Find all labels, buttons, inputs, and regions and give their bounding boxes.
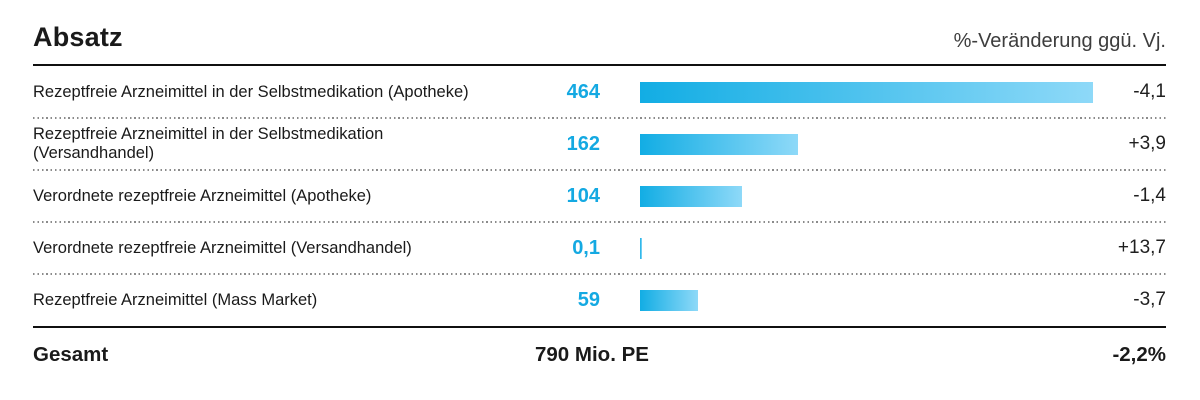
row-change-percent: -4,1	[1133, 81, 1166, 102]
table-row: Rezeptfreie Arzneimittel in der Selbstme…	[33, 118, 1166, 171]
bar-rows: Rezeptfreie Arzneimittel in der Selbstme…	[33, 66, 1166, 328]
row-bar-cell	[640, 185, 1100, 207]
row-value: 464	[566, 80, 600, 103]
row-value: 0,1	[572, 236, 600, 259]
row-value: 162	[566, 132, 600, 155]
row-bar	[640, 237, 642, 259]
row-bar	[640, 133, 799, 155]
row-value: 104	[566, 184, 600, 207]
row-bar	[640, 81, 1093, 103]
right-axis-caption: %-Veränderung ggü. Vj.	[953, 30, 1166, 52]
table-row: Rezeptfreie Arzneimittel (Mass Market) 5…	[33, 274, 1166, 326]
row-change-percent: +13,7	[1117, 237, 1166, 258]
total-change-percent: -2,2%	[1112, 343, 1166, 366]
total-value: 790 Mio. PE	[535, 343, 649, 366]
row-bar-cell	[640, 237, 1100, 259]
absatz-chart: Absatz %-Veränderung ggü. Vj. Rezeptfrei…	[33, 0, 1166, 382]
row-category-label: Verordnete rezeptfreie Arzneimittel (Ver…	[33, 238, 412, 257]
row-bar	[640, 289, 698, 311]
row-value: 59	[577, 288, 600, 311]
row-bar-cell	[640, 289, 1100, 311]
row-bar-cell	[640, 81, 1100, 103]
row-change-percent: -3,7	[1133, 289, 1166, 310]
row-category-label: Rezeptfreie Arzneimittel in der Selbstme…	[33, 125, 384, 162]
totals-row: Gesamt 790 Mio. PE -2,2%	[33, 328, 1166, 382]
row-category-label: Verordnete rezeptfreie Arzneimittel (Apo…	[33, 186, 372, 205]
row-category-label: Rezeptfreie Arzneimittel in der Selbstme…	[33, 82, 469, 101]
row-bar-cell	[640, 133, 1100, 155]
total-label: Gesamt	[33, 343, 109, 366]
chart-header: Absatz %-Veränderung ggü. Vj.	[33, 0, 1166, 66]
row-bar	[640, 185, 742, 207]
page-title: Absatz	[33, 22, 123, 52]
table-row: Rezeptfreie Arzneimittel in der Selbstme…	[33, 66, 1166, 119]
row-category-label: Rezeptfreie Arzneimittel (Mass Market)	[33, 290, 318, 309]
table-row: Verordnete rezeptfreie Arzneimittel (Apo…	[33, 170, 1166, 223]
row-change-percent: -1,4	[1133, 185, 1166, 206]
table-row: Verordnete rezeptfreie Arzneimittel (Ver…	[33, 222, 1166, 275]
row-change-percent: +3,9	[1128, 133, 1166, 154]
